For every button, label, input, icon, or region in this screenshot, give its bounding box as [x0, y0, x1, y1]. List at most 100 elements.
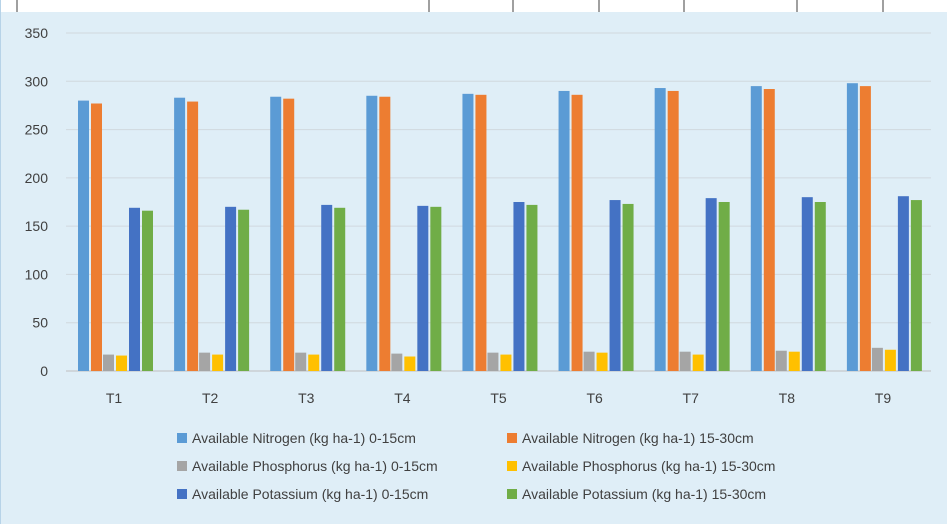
bar — [379, 96, 391, 371]
bar — [283, 98, 295, 371]
bar — [897, 196, 909, 371]
legend-item: Available Phosphorus (kg ha-1) 15-30cm — [507, 458, 837, 474]
bar — [763, 89, 775, 372]
bar — [430, 206, 442, 371]
legend-swatch — [507, 461, 517, 471]
legend-swatch — [177, 489, 187, 499]
legend-row: Available Phosphorus (kg ha-1) 0-15cm Av… — [177, 452, 877, 480]
x-tick-label: T2 — [202, 390, 219, 406]
bar — [78, 100, 89, 371]
bar — [871, 347, 883, 371]
bar — [846, 83, 858, 372]
bar — [391, 353, 403, 371]
legend-label: Available Nitrogen (kg ha-1) 15-30cm — [522, 430, 754, 446]
bar — [583, 351, 595, 371]
x-tick-label: T5 — [490, 390, 507, 406]
bar — [667, 90, 679, 371]
y-tick-label: 350 — [25, 25, 49, 41]
y-axis-ticks: 0 50 100 150 200 250 300 350 — [25, 25, 49, 379]
bar — [801, 197, 813, 371]
bar — [788, 351, 800, 371]
legend-swatch — [507, 489, 517, 499]
legend-swatch — [177, 433, 187, 443]
legend-item: Available Nitrogen (kg ha-1) 0-15cm — [177, 430, 507, 446]
bar — [718, 202, 730, 371]
bar — [308, 354, 320, 371]
bar — [910, 200, 922, 371]
y-tick-label: 0 — [40, 363, 48, 379]
legend-label: Available Phosphorus (kg ha-1) 0-15cm — [192, 458, 438, 474]
bar — [622, 203, 634, 371]
x-tick-label: T1 — [106, 390, 123, 406]
bar — [187, 101, 199, 372]
bar — [174, 97, 186, 372]
bars — [78, 83, 922, 372]
bar — [884, 349, 896, 371]
bar — [142, 210, 153, 371]
x-axis-ticks: T1 T2 T3 T4 T5 T6 T7 T8 T9 — [106, 390, 891, 406]
bar — [679, 351, 691, 371]
bar — [487, 352, 499, 371]
legend-swatch — [507, 433, 517, 443]
bar — [654, 88, 666, 371]
y-tick-label: 150 — [25, 218, 49, 234]
bar — [500, 354, 512, 371]
legend-item: Available Nitrogen (kg ha-1) 15-30cm — [507, 430, 837, 446]
bar — [321, 204, 333, 371]
gridlines — [66, 32, 931, 372]
bar — [103, 354, 114, 371]
bar — [417, 205, 429, 371]
bar — [404, 356, 416, 371]
bar — [366, 95, 378, 372]
x-tick-label: T6 — [586, 390, 603, 406]
bar — [609, 200, 621, 371]
x-tick-label: T4 — [394, 390, 411, 406]
legend-label: Available Phosphorus (kg ha-1) 15-30cm — [522, 458, 776, 474]
legend: Available Nitrogen (kg ha-1) 0-15cm Avai… — [177, 424, 877, 508]
bar — [116, 355, 127, 371]
bar — [814, 202, 826, 371]
bar — [705, 198, 717, 371]
bar — [238, 209, 250, 371]
bar — [775, 350, 787, 371]
bar — [750, 86, 762, 371]
x-tick-label: T8 — [779, 390, 796, 406]
y-tick-label: 50 — [32, 315, 48, 331]
y-tick-label: 250 — [25, 122, 49, 138]
bar — [526, 204, 538, 371]
legend-label: Available Potassium (kg ha-1) 0-15cm — [192, 486, 429, 502]
bar — [129, 207, 140, 371]
legend-label: Available Potassium (kg ha-1) 15-30cm — [522, 486, 767, 502]
y-tick-label: 200 — [25, 170, 49, 186]
x-tick-label: T7 — [683, 390, 700, 406]
x-tick-label: T3 — [298, 390, 315, 406]
bar — [270, 96, 282, 371]
x-tick-label: T9 — [875, 390, 892, 406]
y-tick-label: 300 — [25, 73, 49, 89]
bar — [475, 94, 487, 371]
bar — [462, 93, 474, 371]
legend-item: Available Potassium (kg ha-1) 0-15cm — [177, 486, 507, 502]
bar — [212, 354, 224, 371]
bar — [199, 352, 211, 371]
y-tick-label: 100 — [25, 266, 49, 282]
legend-item: Available Potassium (kg ha-1) 15-30cm — [507, 486, 837, 502]
legend-swatch — [177, 461, 187, 471]
bar — [225, 206, 237, 371]
bar — [859, 86, 871, 371]
bar — [558, 90, 570, 371]
legend-row: Available Potassium (kg ha-1) 0-15cm Ava… — [177, 480, 877, 508]
top-strip — [1, 0, 947, 12]
legend-row: Available Nitrogen (kg ha-1) 0-15cm Avai… — [177, 424, 877, 452]
bar — [513, 202, 525, 371]
legend-label: Available Nitrogen (kg ha-1) 0-15cm — [192, 430, 416, 446]
legend-item: Available Phosphorus (kg ha-1) 0-15cm — [177, 458, 507, 474]
bar — [295, 352, 307, 371]
bar — [692, 354, 704, 371]
bar — [334, 207, 346, 371]
bar — [596, 352, 608, 371]
bar — [91, 103, 102, 372]
bar — [571, 94, 583, 371]
